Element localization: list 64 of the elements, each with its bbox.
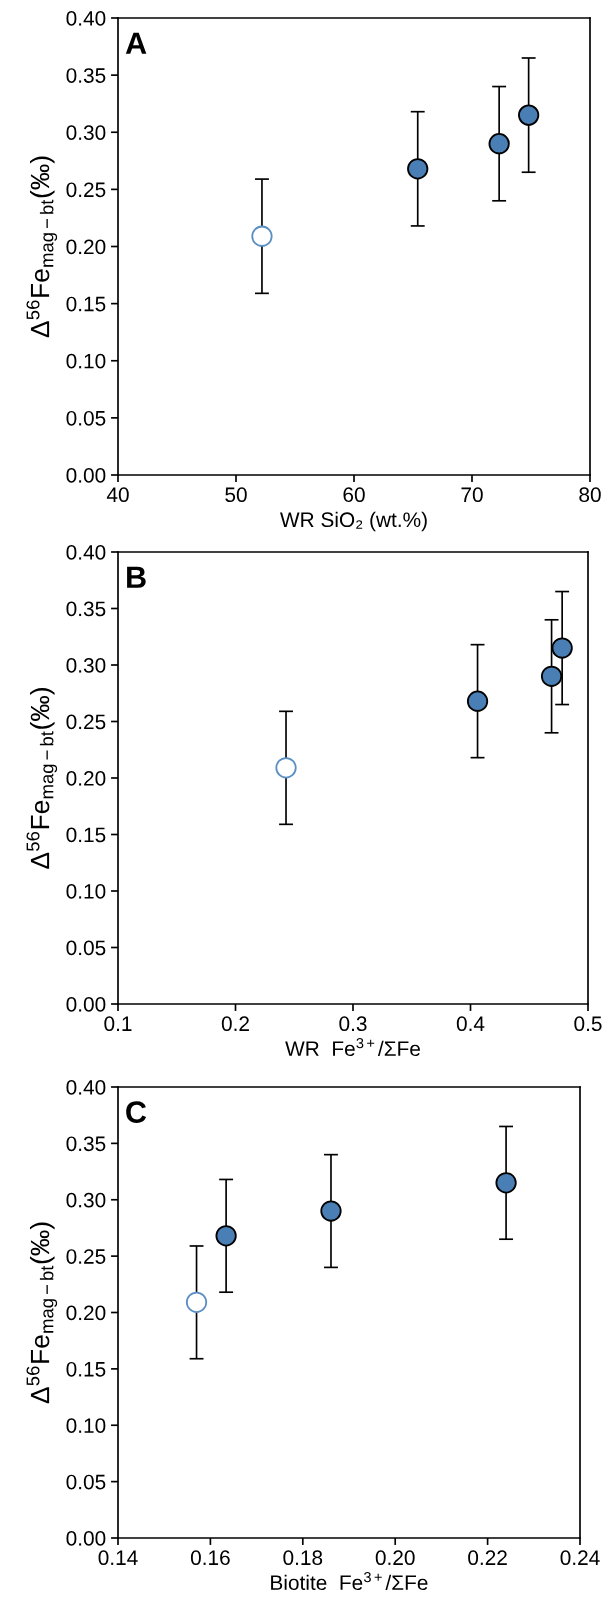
y-tick-label: 0.15: [66, 1361, 106, 1377]
y-tick-label: 0.00: [66, 997, 106, 1012]
y-tick-label: 0.15: [66, 827, 106, 843]
annotation: C: [126, 1101, 147, 1123]
y-tick-label: 0.30: [66, 1192, 106, 1208]
y-tick-label: 0.35: [66, 601, 106, 617]
x-tick-label: 0.16: [190, 1550, 230, 1566]
x-tick-label: 0.24: [560, 1550, 600, 1566]
y-tick-label: 0.35: [66, 68, 106, 83]
point: [518, 104, 540, 126]
annotation: A: [125, 32, 147, 54]
y-tick-label: 0.05: [66, 1474, 106, 1490]
y-tick-label: 0.30: [66, 125, 106, 140]
point: [540, 665, 563, 687]
x-tick-label: 0.1: [104, 1016, 132, 1032]
x-tick-label: 80: [579, 487, 601, 503]
point: [251, 225, 273, 247]
point: [185, 1291, 208, 1313]
x-axis-title: WR SiO₂ (wt.%): [280, 511, 427, 532]
x-tick-label: 40: [106, 487, 129, 503]
y-tick-label: 0.40: [66, 1080, 106, 1095]
x-tick-label: 60: [343, 487, 365, 503]
x-tick-label: 0.2: [221, 1016, 249, 1032]
point: [320, 1200, 342, 1222]
y-tick-label: 0.00: [66, 1531, 106, 1546]
x-tick-label: 0.5: [574, 1016, 602, 1032]
y-tick-label: 0.15: [66, 296, 106, 312]
point: [275, 757, 297, 779]
y-tick-label: 0.40: [66, 545, 106, 560]
point: [495, 1172, 517, 1194]
y-tick-label: 0.00: [66, 468, 106, 483]
x-tick-label: 70: [461, 487, 483, 503]
y-tick-label: 0.25: [66, 182, 106, 198]
y-tick-label: 0.10: [66, 353, 106, 369]
y-tick-label: 0.05: [66, 940, 106, 956]
y-tick-label: 0.05: [66, 410, 106, 426]
y-tick-label: 0.25: [66, 1249, 106, 1264]
y-tick-label: 0.10: [66, 1418, 106, 1433]
y-axis-title: Δ$^{56}$Fe$_{mag−bt}$(‰): [26, 1222, 58, 1404]
y-axis-title: Δ$^{56}$Fe$_{mag−bt}$(‰): [26, 688, 58, 869]
x-tick-label: 0.22: [468, 1550, 507, 1566]
y-axis-title: Δ$^{56}$Fe$_{mag−bt}$(‰): [26, 156, 58, 338]
x-tick-label: 0.3: [339, 1016, 367, 1032]
y-tick-label: 0.20: [66, 771, 106, 786]
y-tick-label: 0.10: [66, 884, 106, 899]
x-axis-title: WR Fe$^{3+}$/ΣFe: [285, 1037, 420, 1057]
point: [488, 133, 510, 155]
point: [215, 1225, 237, 1247]
point: [551, 637, 573, 659]
x-axis-title: Biotite Fe$^{3+}$/ΣFe: [271, 1571, 428, 1591]
y-tick-label: 0.30: [66, 658, 106, 673]
x-tick-label: 0.20: [375, 1550, 415, 1566]
y-tick-label: 0.40: [66, 11, 106, 26]
annotation: B: [127, 566, 146, 588]
y-tick-label: 0.35: [66, 1136, 106, 1152]
y-tick-label: 0.20: [66, 239, 106, 255]
point: [407, 158, 429, 180]
x-tick-label: 0.18: [283, 1550, 323, 1566]
x-tick-label: 0.14: [98, 1550, 138, 1566]
point: [466, 690, 489, 712]
x-tick-label: 50: [225, 487, 247, 503]
y-tick-label: 0.25: [66, 714, 106, 730]
y-tick-label: 0.20: [66, 1305, 106, 1321]
x-tick-label: 0.4: [456, 1016, 485, 1032]
